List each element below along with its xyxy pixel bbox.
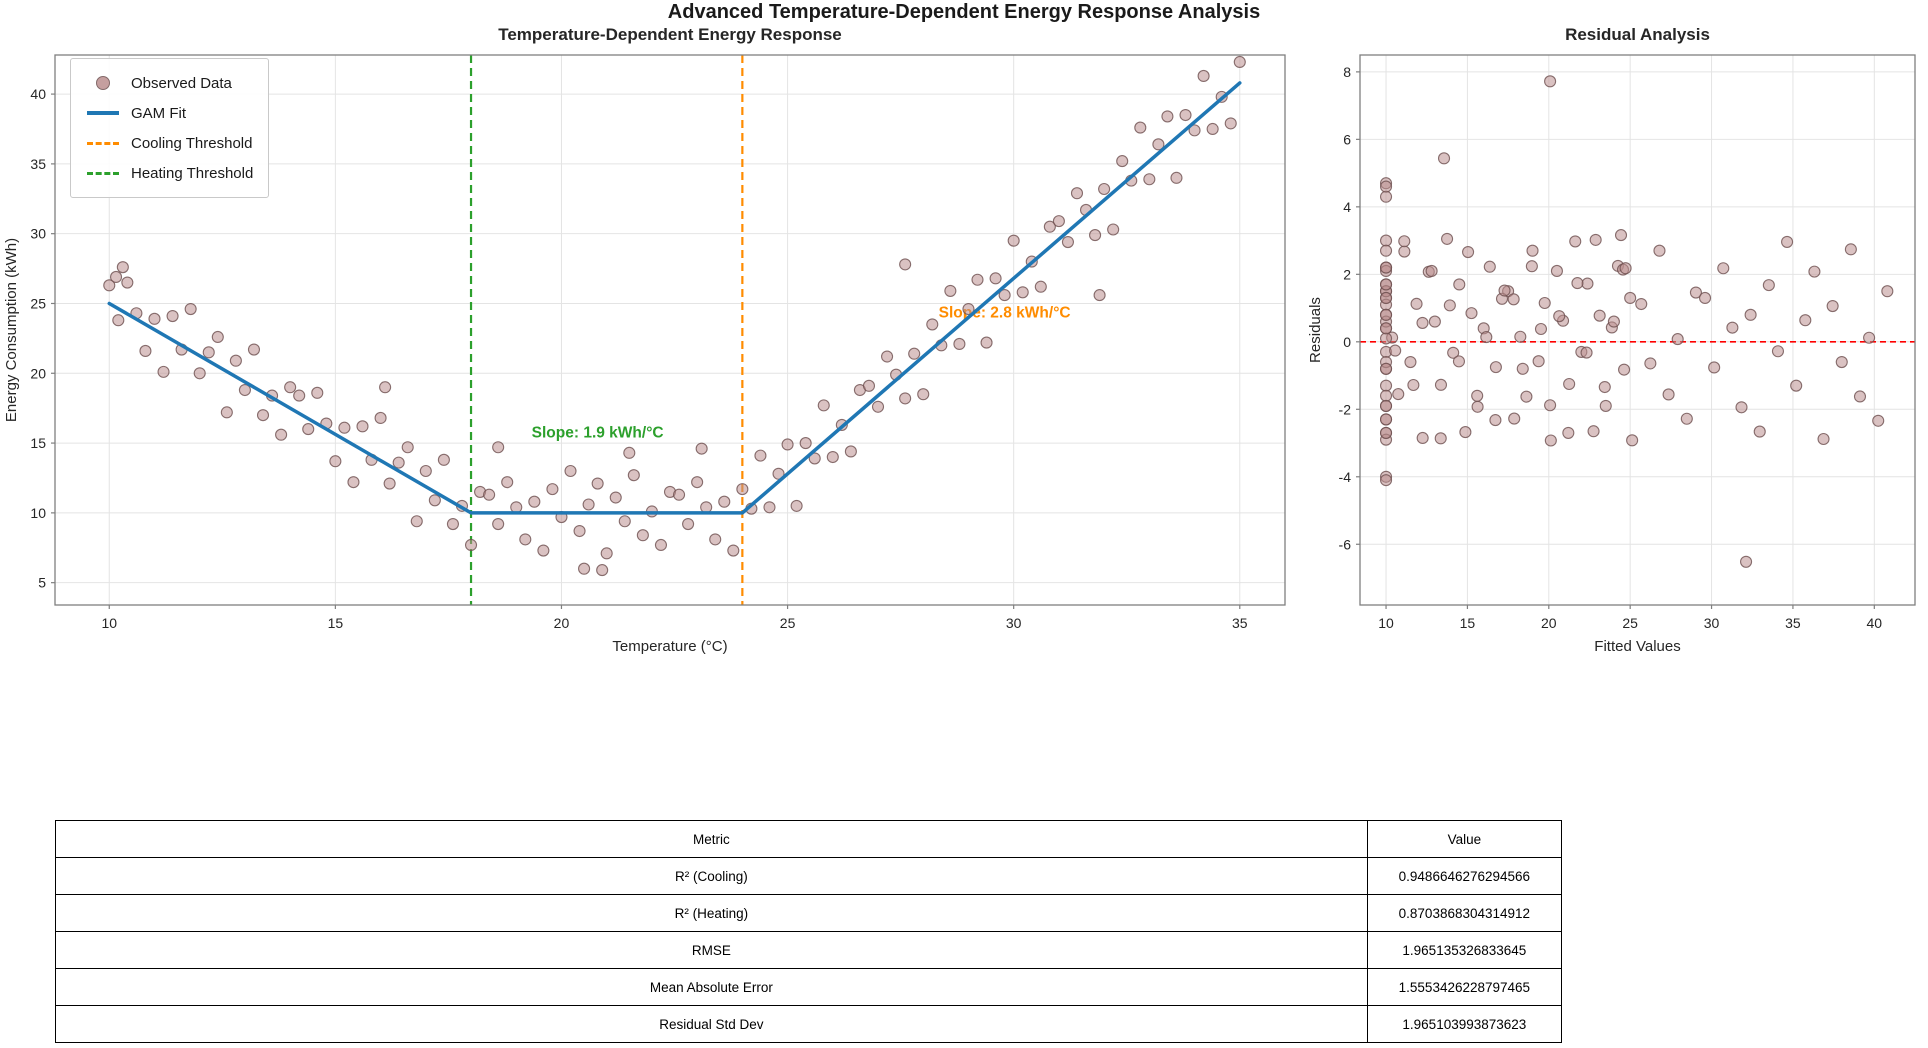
svg-text:20: 20 xyxy=(30,365,46,381)
svg-text:25: 25 xyxy=(30,295,46,311)
table-header-row: Metric Value xyxy=(55,820,1563,858)
dashed-line-swatch-icon xyxy=(86,171,120,175)
table-row: R² (Heating) 0.8703868304314912 xyxy=(55,894,1563,932)
residual-chart-title: Residual Analysis xyxy=(1565,25,1710,44)
line-swatch-icon xyxy=(86,111,120,115)
legend-item-gam-fit: GAM Fit xyxy=(86,98,253,128)
svg-text:-4: -4 xyxy=(1339,469,1352,485)
dashed-line-swatch-icon xyxy=(86,141,120,145)
svg-text:10: 10 xyxy=(101,615,117,631)
metric-name: RMSE xyxy=(55,931,1368,969)
svg-text:5: 5 xyxy=(38,575,46,591)
svg-text:20: 20 xyxy=(554,615,570,631)
svg-text:4: 4 xyxy=(1343,199,1351,215)
svg-text:10: 10 xyxy=(30,505,46,521)
table-header-value: Value xyxy=(1366,820,1563,858)
energy-response-chart: Slope: 1.9 kWh/°C Slope: 2.8 kWh/°C 10 15 20… xyxy=(3,54,1286,655)
scatter-marker-icon xyxy=(86,76,120,90)
svg-text:35: 35 xyxy=(1785,615,1801,631)
svg-text:30: 30 xyxy=(1006,615,1022,631)
svg-text:25: 25 xyxy=(780,615,796,631)
legend-item-heating-threshold: Heating Threshold xyxy=(86,158,253,188)
figure-title: Advanced Temperature-Dependent Energy Re… xyxy=(667,1,1261,23)
svg-text:40: 40 xyxy=(30,86,46,102)
legend-label: GAM Fit xyxy=(131,104,186,122)
energy-response-chart-title: Temperature-Dependent Energy Response xyxy=(498,25,842,44)
metric-value: 0.9486646276294566 xyxy=(1366,857,1563,895)
residual-chart: 10 15 20 25 30 35 40 -6 -4 -2 0 2 4 6 8 Fitted Values Re… xyxy=(1307,54,1916,655)
metric-name: Mean Absolute Error xyxy=(55,968,1368,1006)
svg-text:15: 15 xyxy=(30,435,46,451)
svg-text:10: 10 xyxy=(1378,615,1394,631)
svg-text:2: 2 xyxy=(1343,266,1351,282)
svg-text:35: 35 xyxy=(30,156,46,172)
svg-text:-2: -2 xyxy=(1339,401,1352,417)
legend-label: Heating Threshold xyxy=(131,164,254,182)
svg-text:15: 15 xyxy=(328,615,344,631)
table-header-metric: Metric xyxy=(55,820,1368,858)
svg-text:0: 0 xyxy=(1343,334,1351,350)
svg-text:Temperature (°C): Temperature (°C) xyxy=(612,638,727,655)
metrics-table: Metric Value R² (Cooling) 0.948664627629… xyxy=(55,820,1563,1043)
table-row: R² (Cooling) 0.9486646276294566 xyxy=(55,857,1563,895)
svg-text:-6: -6 xyxy=(1339,536,1352,552)
svg-text:Slope: 1.9 kWh/°C: Slope: 1.9 kWh/°C xyxy=(532,424,664,441)
svg-text:15: 15 xyxy=(1460,615,1476,631)
metric-name: R² (Cooling) xyxy=(55,857,1368,895)
metric-name: R² (Heating) xyxy=(55,894,1368,932)
svg-text:30: 30 xyxy=(30,226,46,242)
svg-text:Fitted Values: Fitted Values xyxy=(1594,638,1680,655)
svg-text:Slope: 2.8 kWh/°C: Slope: 2.8 kWh/°C xyxy=(939,304,1071,321)
metric-value: 1.965135326833645 xyxy=(1366,931,1563,969)
metric-name: Residual Std Dev xyxy=(55,1005,1368,1043)
chart-legend: Observed Data GAM Fit Cooling Threshold … xyxy=(70,58,270,198)
legend-label: Cooling Threshold xyxy=(131,134,253,152)
svg-text:30: 30 xyxy=(1704,615,1720,631)
svg-text:40: 40 xyxy=(1867,615,1883,631)
metric-value: 0.8703868304314912 xyxy=(1366,894,1563,932)
table-row: Mean Absolute Error 1.5553426228797465 xyxy=(55,968,1563,1006)
svg-text:Residuals: Residuals xyxy=(1307,297,1324,363)
svg-text:Energy Consumption (kWh): Energy Consumption (kWh) xyxy=(3,238,20,422)
svg-text:20: 20 xyxy=(1541,615,1557,631)
legend-item-cooling-threshold: Cooling Threshold xyxy=(86,128,253,158)
table-row: RMSE 1.965135326833645 xyxy=(55,931,1563,969)
svg-text:25: 25 xyxy=(1622,615,1638,631)
metric-value: 1.965103993873623 xyxy=(1366,1005,1563,1043)
legend-item-observed-data: Observed Data xyxy=(86,68,253,98)
svg-text:35: 35 xyxy=(1232,615,1248,631)
svg-text:8: 8 xyxy=(1343,64,1351,80)
legend-label: Observed Data xyxy=(131,74,232,92)
metric-value: 1.5553426228797465 xyxy=(1366,968,1563,1006)
svg-text:6: 6 xyxy=(1343,131,1351,147)
table-row: Residual Std Dev 1.965103993873623 xyxy=(55,1005,1563,1043)
